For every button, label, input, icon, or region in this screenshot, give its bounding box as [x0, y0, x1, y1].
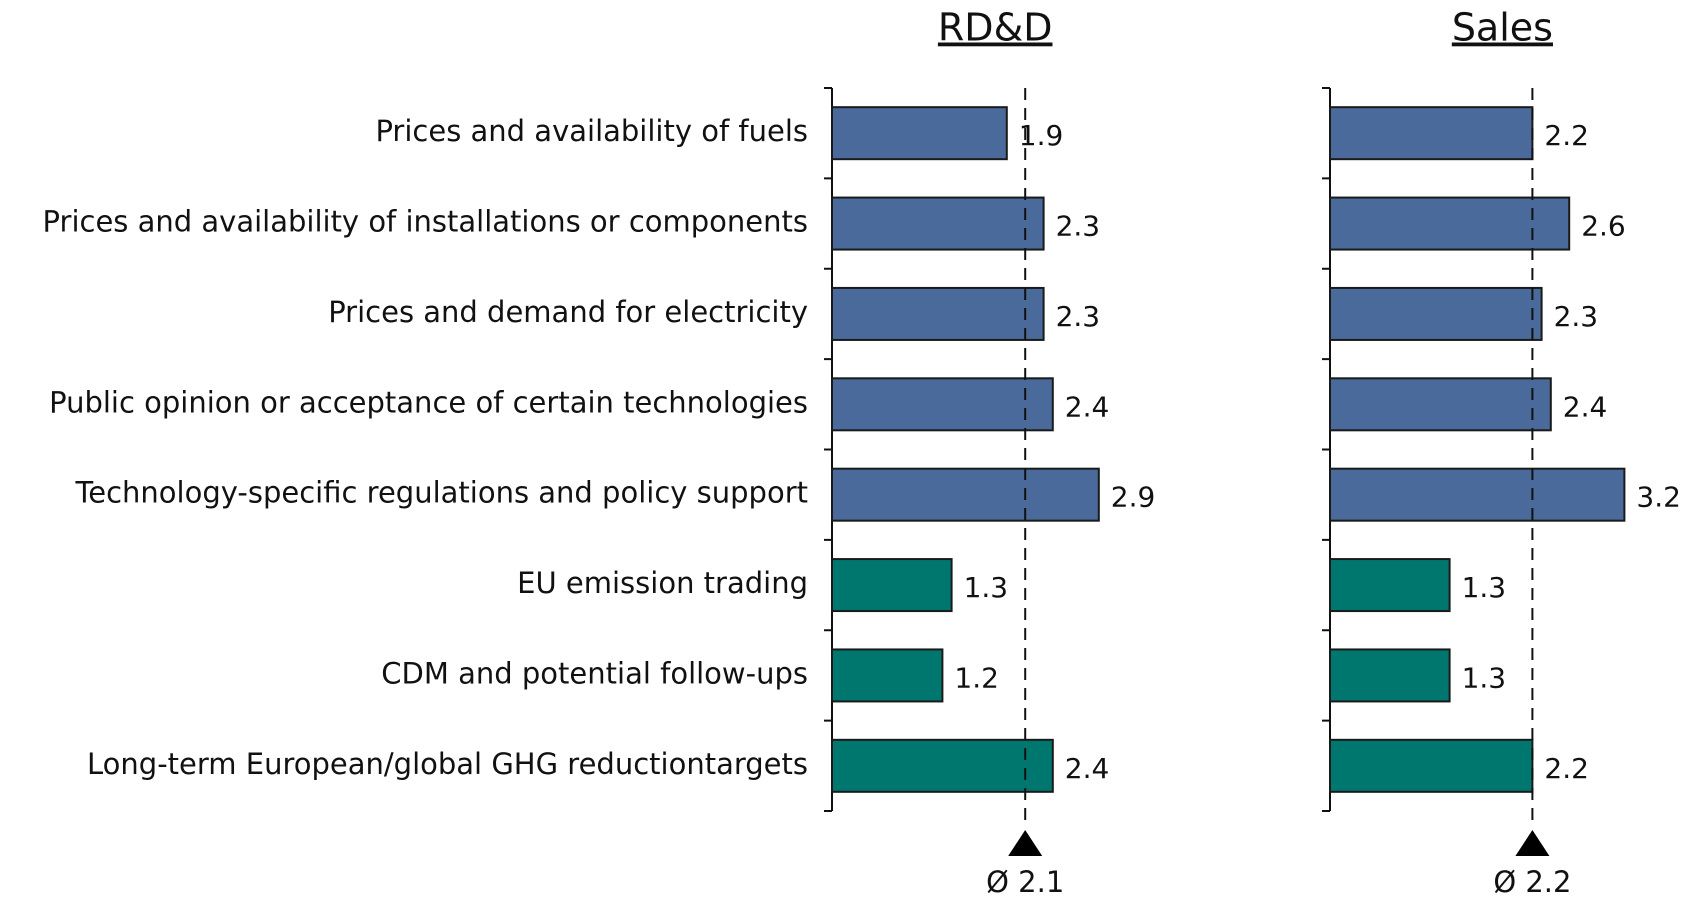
- value-label: 2.4: [1563, 390, 1608, 423]
- value-label: 2.4: [1065, 752, 1110, 785]
- value-label: 1.3: [1462, 661, 1507, 694]
- bar: [831, 286, 1045, 341]
- mean-marker: [1008, 830, 1043, 856]
- category-label: Technology-specific regulations and poli…: [74, 476, 808, 510]
- panel-title: Sales: [1452, 6, 1553, 50]
- category-label: Prices and demand for electricity: [328, 295, 808, 329]
- bar: [1329, 286, 1543, 341]
- category-label: CDM and potential follow-ups: [381, 656, 808, 690]
- category-label: Public opinion or acceptance of certain …: [49, 385, 808, 419]
- category-label: Long-term European/global GHG reductiont…: [87, 747, 808, 781]
- bar: [831, 196, 1045, 251]
- value-label: 2.3: [1056, 210, 1101, 243]
- value-label: 1.2: [954, 661, 999, 694]
- bar: [831, 467, 1100, 522]
- value-label: 2.4: [1065, 390, 1110, 423]
- value-label: 1.3: [1462, 571, 1507, 604]
- bar: [831, 377, 1054, 432]
- bar: [1329, 738, 1534, 793]
- bar: [1329, 196, 1571, 251]
- bar: [831, 106, 1008, 161]
- value-label: 3.2: [1636, 481, 1681, 514]
- value-label: 1.9: [1019, 119, 1064, 152]
- value-label: 1.3: [964, 571, 1009, 604]
- value-label: 2.2: [1544, 119, 1589, 152]
- panel-title: RD&D: [938, 6, 1053, 50]
- mean-marker: [1515, 830, 1550, 856]
- mean-label: Ø 2.2: [1493, 865, 1571, 899]
- category-label: Prices and availability of fuels: [375, 114, 808, 148]
- category-label: Prices and availability of installations…: [43, 205, 808, 239]
- bar: [831, 558, 953, 613]
- bar: [1329, 558, 1451, 613]
- value-label: 2.3: [1056, 300, 1101, 333]
- bar: [1329, 106, 1534, 161]
- bar: [831, 738, 1054, 793]
- bar: [1329, 648, 1451, 703]
- value-label: 2.6: [1581, 210, 1626, 243]
- bar: [1329, 377, 1552, 432]
- bar: [1329, 467, 1626, 522]
- mean-label: Ø 2.1: [986, 865, 1064, 899]
- bar: [831, 648, 944, 703]
- value-label: 2.2: [1544, 752, 1589, 785]
- value-label: 2.3: [1554, 300, 1599, 333]
- value-label: 2.9: [1111, 481, 1156, 514]
- category-label: EU emission trading: [517, 566, 808, 600]
